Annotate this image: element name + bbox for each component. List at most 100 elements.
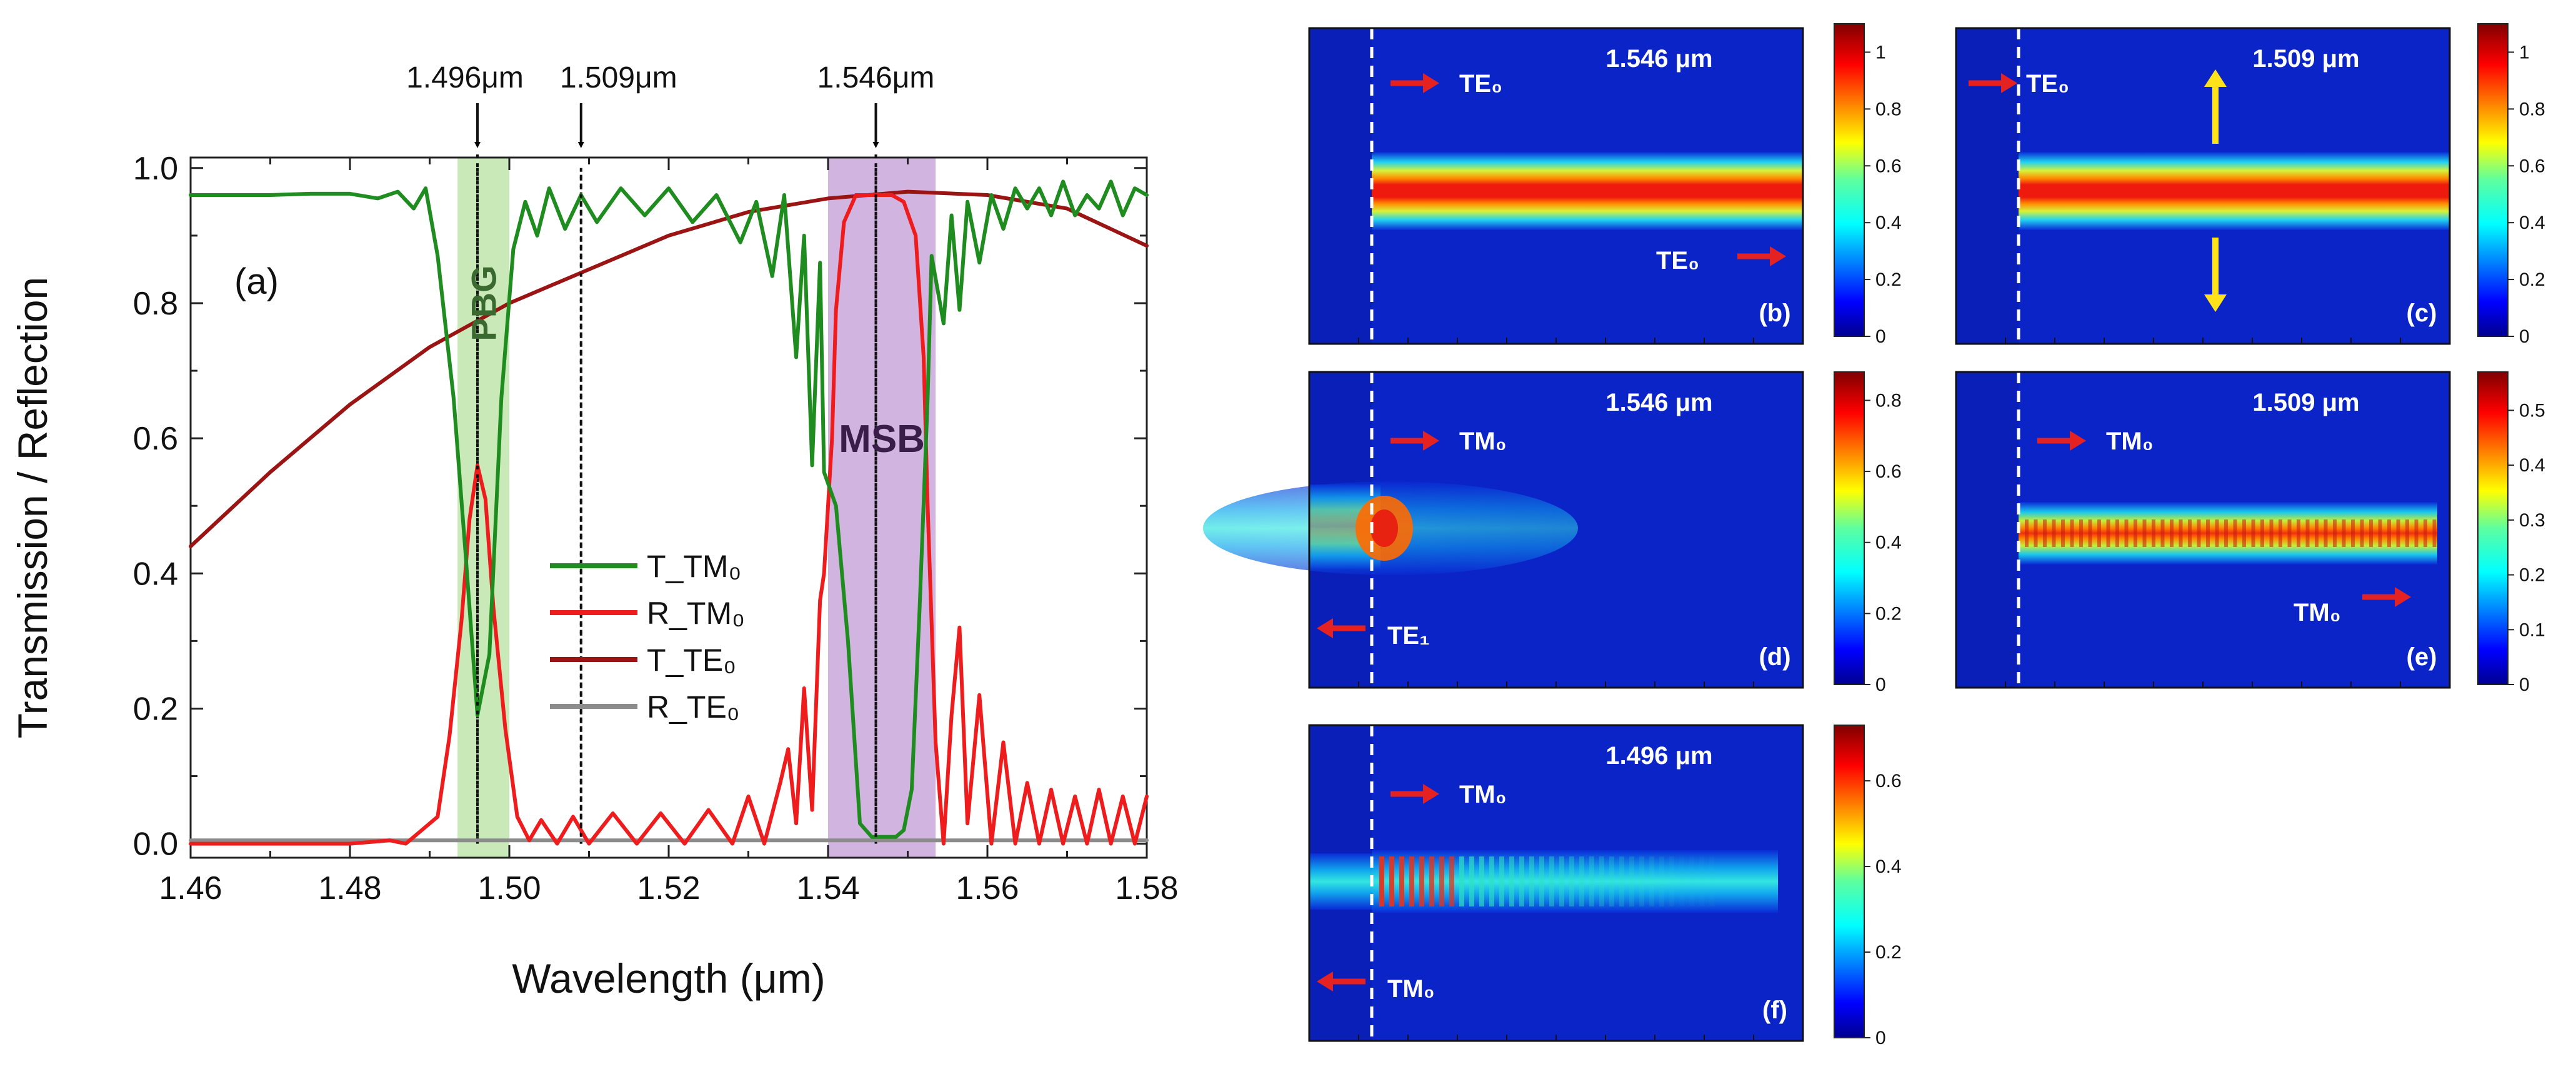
wavelength-label: 1.546 μm <box>1605 389 1712 416</box>
field-ripple <box>2224 519 2228 547</box>
x-tick-label: 1.58 <box>1115 870 1178 906</box>
band-msb <box>828 158 936 858</box>
mode-leak-arrow-up-head <box>2204 69 2227 87</box>
legend-label-t_tm0: T_TM₀ <box>647 549 741 584</box>
wavelength-label: 1.509 μm <box>2252 45 2359 73</box>
wavelength-label: 1.496 μm <box>1605 742 1712 770</box>
series-layer <box>189 168 1149 846</box>
field-fringe <box>1669 856 1674 906</box>
y-tick-label: 0.8 <box>133 286 178 322</box>
field-ripple <box>2324 519 2328 547</box>
field-fringe <box>1649 856 1654 906</box>
field-ripple <box>2124 519 2129 547</box>
field-ripple <box>2279 519 2282 547</box>
field-ripple <box>2106 519 2110 547</box>
marker-label: 1.546μm <box>817 61 935 94</box>
field-fringe <box>1639 856 1644 906</box>
colorbar-tick-label: 0.6 <box>1875 156 1902 176</box>
field-beam-input <box>1309 853 1372 910</box>
mode-label: TM₀ <box>2106 428 2154 455</box>
y-tick-label: 0.4 <box>133 556 178 592</box>
panel-b: 1.546 μm (b) TE₀ TE₀ 0 0.2 0.4 0.6 0.8 1 <box>1308 23 1902 347</box>
colorbar-tick-label: 0.8 <box>1875 390 1902 411</box>
field-ripple <box>2360 519 2364 547</box>
field-standing-wave <box>1372 850 1778 913</box>
field-fringe <box>1599 856 1604 906</box>
y-tick-labels: 0.0 0.2 0.4 0.6 0.8 1.0 <box>133 151 178 863</box>
field-fringe <box>1689 856 1694 906</box>
field-ripple <box>2025 519 2029 547</box>
y-tick-label: 0.2 <box>133 691 178 727</box>
mode-label: TE₀ <box>1656 247 1699 274</box>
field-ripple <box>2134 519 2137 547</box>
field-ripple <box>2179 519 2183 547</box>
panel-label: (e) <box>2407 643 2437 671</box>
panel-frame <box>1308 724 1804 1042</box>
x-tick-label: 1.46 <box>159 870 222 906</box>
field-fringe <box>1609 856 1614 906</box>
field-fringe <box>1469 856 1474 906</box>
x-tick-label: 1.54 <box>796 870 859 906</box>
panel-c: 1.509 μm (c) TE₀ 0 0.2 0.4 0.6 0.8 1 <box>1955 23 2545 347</box>
field-ripple <box>2305 519 2310 547</box>
field-ripple <box>2088 519 2092 547</box>
field-ripple <box>2297 519 2300 547</box>
field-fringe <box>1409 856 1414 906</box>
field-fringe <box>1449 856 1454 906</box>
x-tick-label: 1.52 <box>637 870 700 906</box>
field-ripple <box>2387 519 2391 547</box>
field-ripple <box>2043 519 2047 547</box>
legend-label-r_te0: R_TE₀ <box>647 690 740 725</box>
field-ripple <box>2197 519 2201 547</box>
panel-frame <box>1308 27 1804 345</box>
field-ripple <box>2414 519 2419 547</box>
direction-arrow-head <box>1423 784 1439 804</box>
mode-label: TE₀ <box>1459 70 1502 98</box>
field-fringe <box>1659 856 1664 906</box>
colorbar-tick-label: 0.5 <box>2519 400 2545 421</box>
direction-arrow-head <box>2395 587 2411 607</box>
field-fringe <box>1519 856 1524 906</box>
field-fringe <box>1459 856 1464 906</box>
field-ripple <box>2152 519 2155 547</box>
field-ripple <box>2315 519 2319 547</box>
field-fringe <box>1549 856 1554 906</box>
field-fringe <box>1699 856 1704 906</box>
field-ripple <box>2115 519 2119 547</box>
colorbar-tick-label: 0 <box>1875 326 1886 347</box>
field-ripple <box>2160 519 2165 547</box>
field-fringe <box>1509 856 1514 906</box>
wavelength-label: 1.509 μm <box>2252 389 2359 416</box>
colorbar-tick-label: 0.4 <box>1875 533 1902 553</box>
direction-arrow-head <box>1770 246 1786 266</box>
colorbar <box>1834 371 1865 685</box>
field-ripple <box>2378 519 2382 547</box>
field-fringe <box>1619 856 1624 906</box>
field-fringe <box>1479 856 1484 906</box>
wavelength-markers: 1.496μm 1.509μm 1.546μm <box>406 61 935 148</box>
colorbar-tick-label: 0.4 <box>2519 455 2545 476</box>
panel-label: (b) <box>1759 299 1790 327</box>
direction-arrow-head <box>1317 618 1333 638</box>
field-fringe <box>1379 856 1384 906</box>
colorbar-tick-label: 0.6 <box>1875 461 1902 482</box>
field-fringe <box>1419 856 1424 906</box>
x-axis-title: Wavelength (μm) <box>512 955 825 1001</box>
field-ripple <box>2342 519 2346 547</box>
field-beam <box>2019 152 2450 230</box>
marker-label: 1.496μm <box>406 61 524 94</box>
field-fringe <box>1589 856 1594 906</box>
marker-lines <box>476 154 877 844</box>
band-label-msb: MSB <box>839 418 925 461</box>
field-ripple <box>2424 519 2427 547</box>
direction-arrow-head <box>2001 73 2017 93</box>
direction-arrow-head <box>2070 431 2086 451</box>
field-fringe <box>1429 856 1434 906</box>
colorbar-tick-label: 1 <box>1875 42 1886 63</box>
field-fringe <box>1439 856 1444 906</box>
colorbar-tick-label: 0.6 <box>2519 156 2545 176</box>
input-region <box>1956 28 2019 344</box>
colorbar-tick-label: 1 <box>2519 42 2530 63</box>
field-fringe <box>1569 856 1574 906</box>
